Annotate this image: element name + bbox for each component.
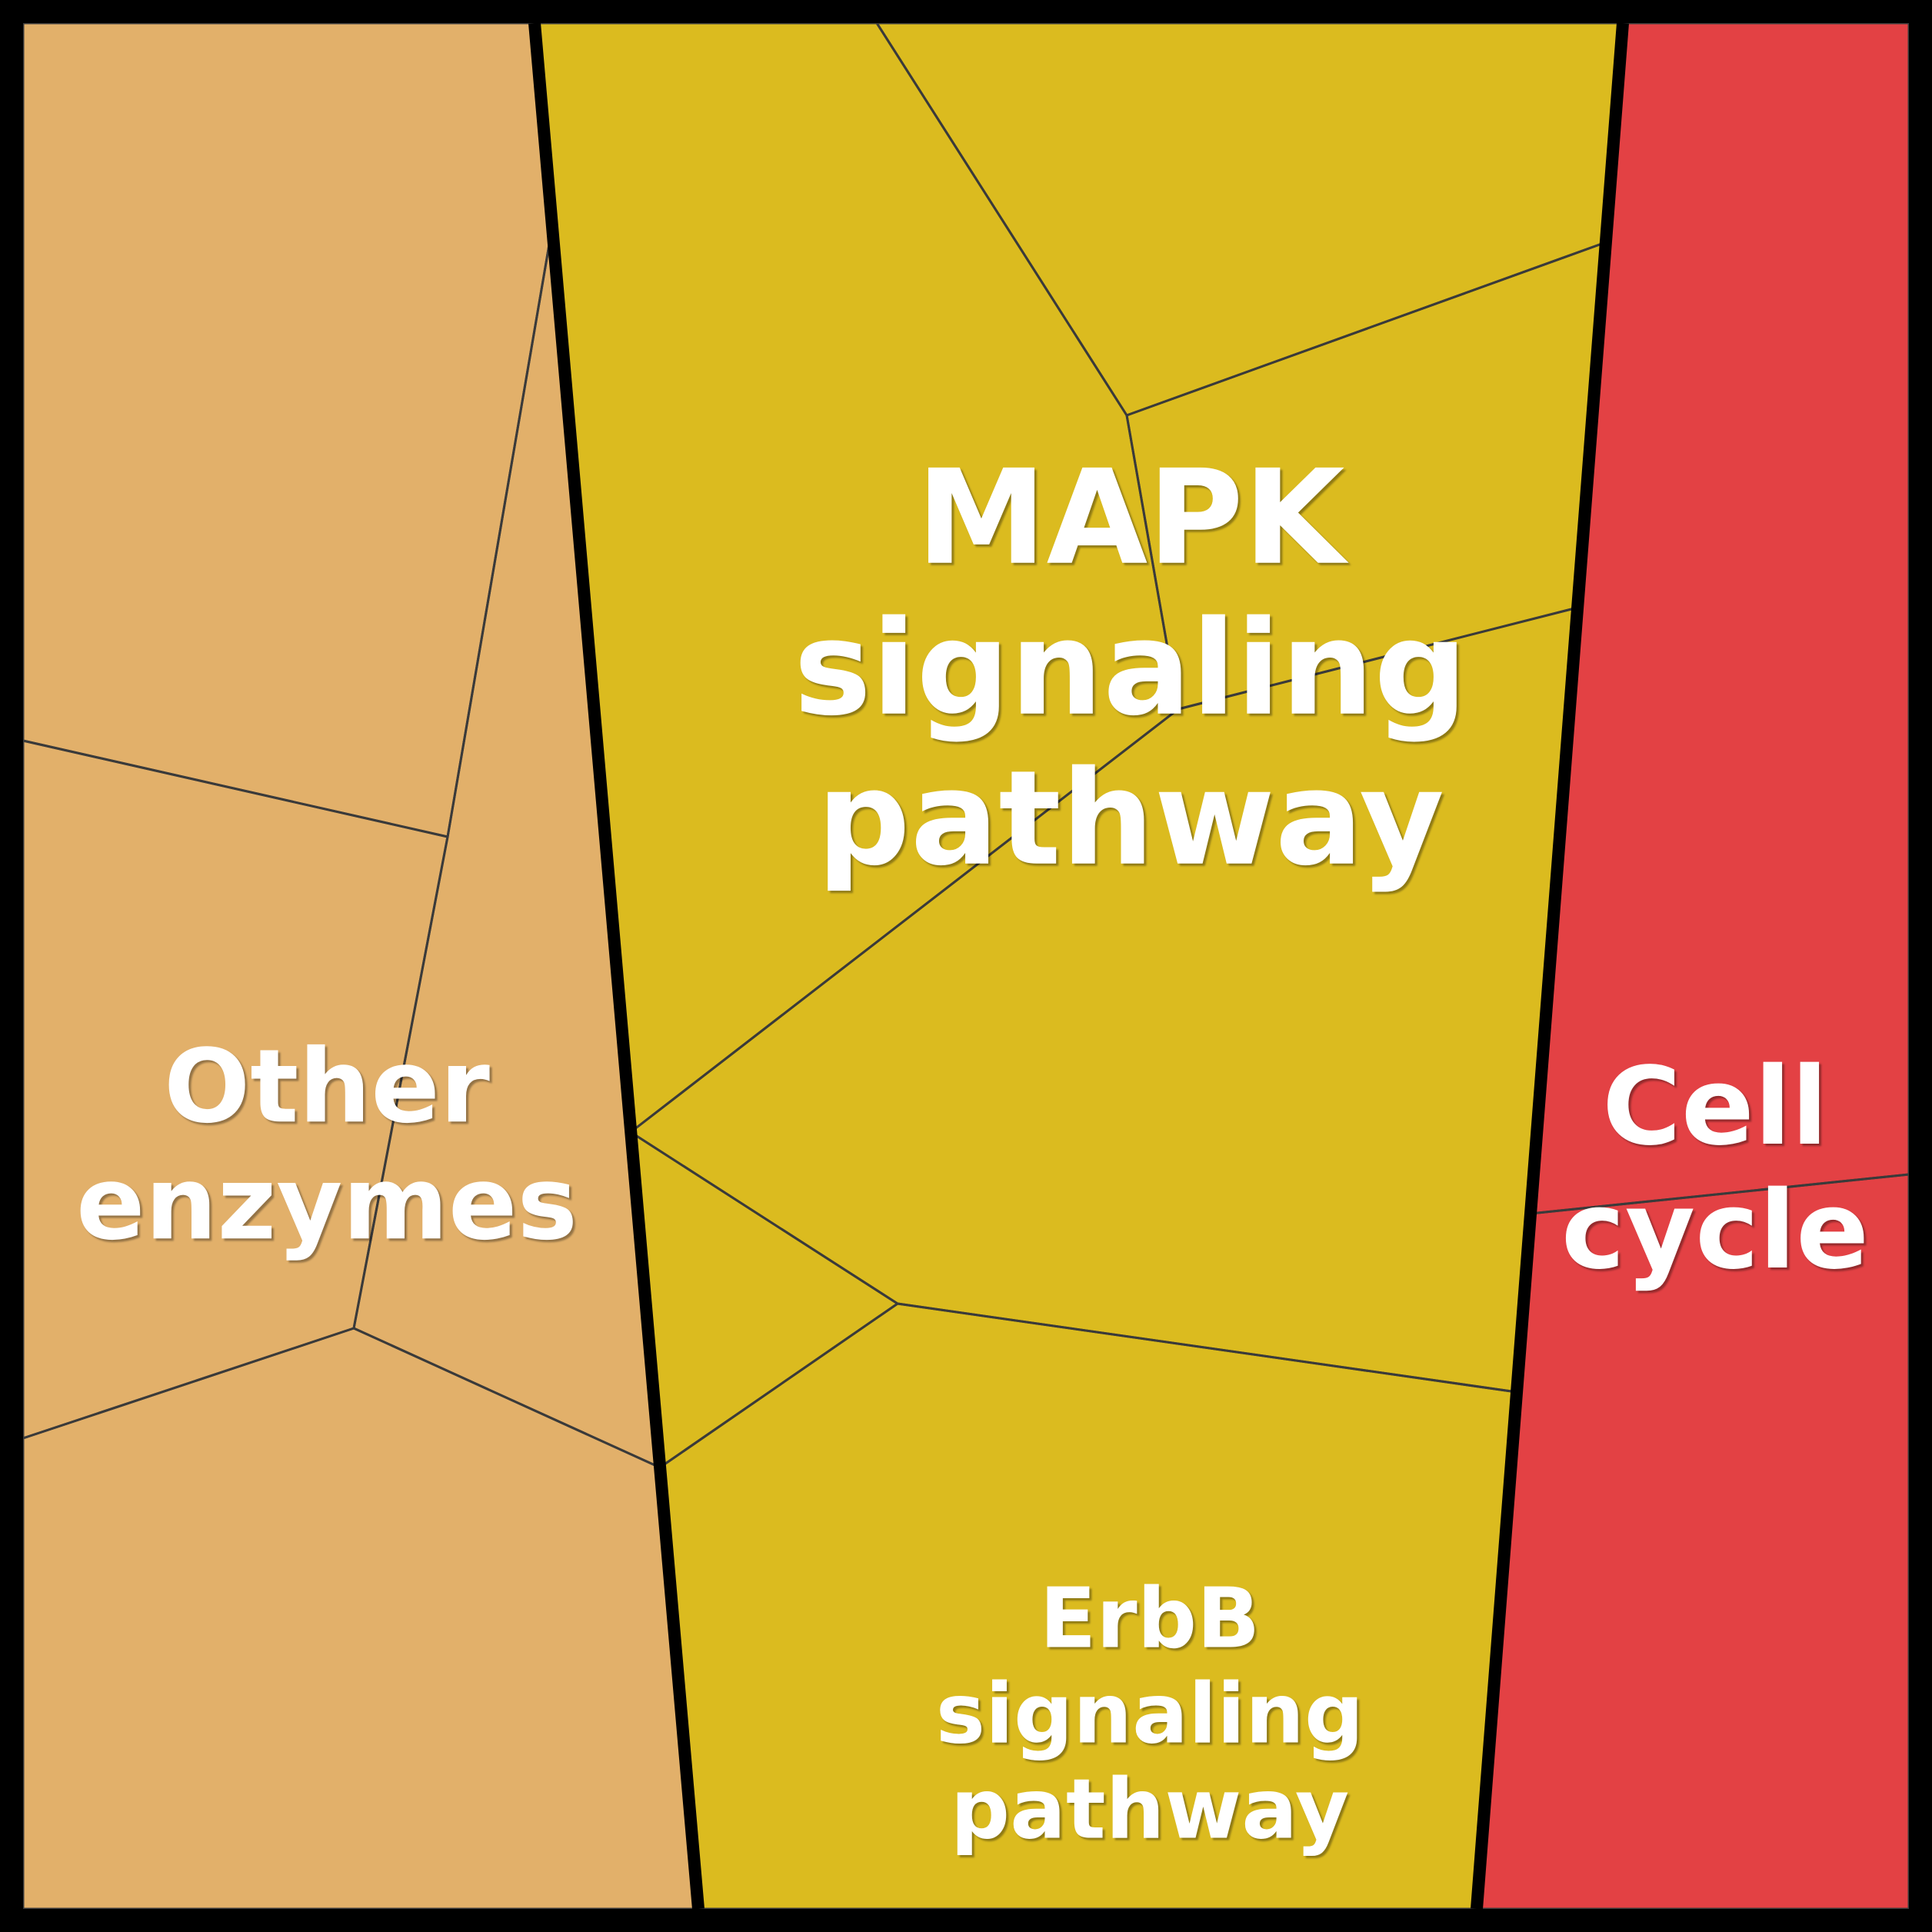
region-mapk (535, 23, 1623, 1909)
voronoi-treemap: MAPK signaling pathwayOther enzymesCell … (0, 0, 1932, 1932)
cell-mapk-5 (660, 1304, 1517, 1909)
cell-cell-cycle-1 (1477, 1174, 1909, 1909)
svg-canvas (0, 0, 1932, 1932)
